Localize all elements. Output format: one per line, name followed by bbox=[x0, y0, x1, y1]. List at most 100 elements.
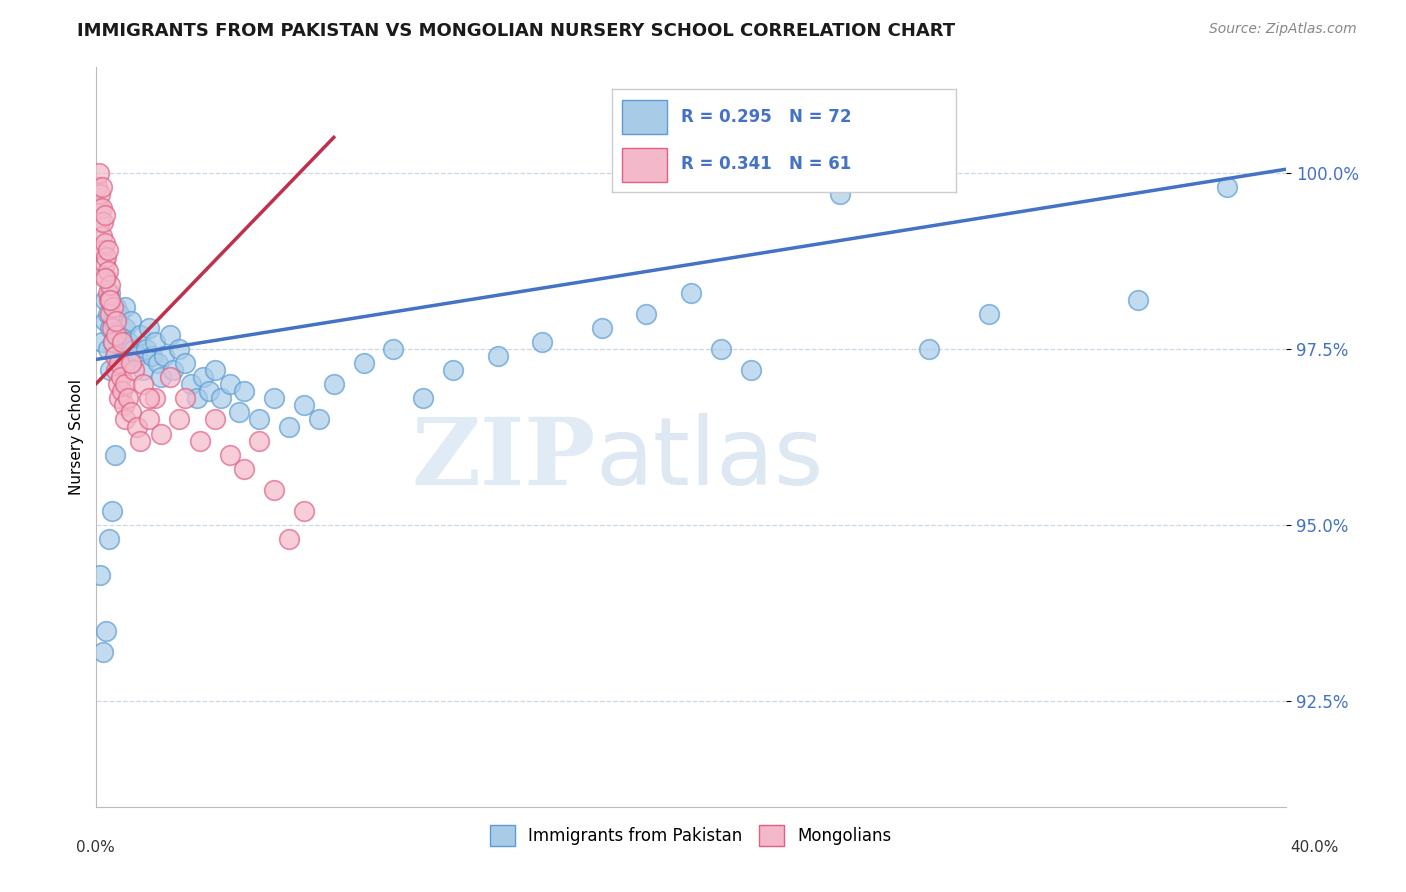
Point bbox=[129, 434, 152, 448]
Point bbox=[93, 257, 115, 271]
Point bbox=[143, 334, 166, 349]
Point bbox=[94, 250, 117, 264]
Point bbox=[100, 307, 122, 321]
Point bbox=[1126, 293, 1149, 307]
Legend: Immigrants from Pakistan, Mongolians: Immigrants from Pakistan, Mongolians bbox=[484, 819, 898, 852]
Text: R = 0.341   N = 61: R = 0.341 N = 61 bbox=[681, 154, 851, 172]
Point bbox=[107, 377, 129, 392]
Point bbox=[263, 392, 285, 406]
Point bbox=[91, 215, 114, 229]
Point bbox=[93, 271, 115, 285]
Point bbox=[132, 363, 155, 377]
Point bbox=[105, 327, 128, 342]
Point bbox=[100, 320, 122, 334]
Point bbox=[740, 363, 762, 377]
Point bbox=[114, 412, 136, 426]
Point bbox=[228, 405, 250, 419]
Point bbox=[111, 342, 134, 356]
Point bbox=[105, 363, 128, 377]
Point bbox=[191, 370, 214, 384]
Point bbox=[94, 271, 117, 285]
Point bbox=[233, 384, 256, 399]
Point bbox=[120, 405, 142, 419]
Point bbox=[150, 426, 173, 441]
Point bbox=[105, 349, 128, 363]
Y-axis label: Nursery School: Nursery School bbox=[69, 379, 84, 495]
Point bbox=[100, 278, 122, 293]
Text: IMMIGRANTS FROM PAKISTAN VS MONGOLIAN NURSERY SCHOOL CORRELATION CHART: IMMIGRANTS FROM PAKISTAN VS MONGOLIAN NU… bbox=[77, 22, 956, 40]
Point bbox=[108, 307, 131, 321]
Point bbox=[681, 285, 703, 300]
Point bbox=[1216, 179, 1239, 194]
Point bbox=[108, 392, 131, 406]
Point bbox=[108, 327, 131, 342]
Point bbox=[218, 448, 240, 462]
Point bbox=[87, 166, 110, 180]
Point bbox=[104, 349, 127, 363]
Point bbox=[127, 419, 149, 434]
Point bbox=[94, 624, 117, 638]
Point bbox=[124, 342, 146, 356]
Point bbox=[93, 314, 115, 328]
Text: Source: ZipAtlas.com: Source: ZipAtlas.com bbox=[1209, 22, 1357, 37]
Point bbox=[129, 327, 152, 342]
Point bbox=[120, 314, 142, 328]
Point bbox=[132, 377, 155, 392]
Point bbox=[918, 342, 941, 356]
Point bbox=[105, 300, 128, 314]
Point bbox=[162, 363, 184, 377]
Point bbox=[117, 392, 139, 406]
Point bbox=[110, 370, 132, 384]
Point bbox=[89, 567, 111, 582]
Point bbox=[353, 356, 375, 370]
Point bbox=[322, 377, 344, 392]
Point bbox=[93, 236, 115, 251]
Point bbox=[138, 412, 160, 426]
Point bbox=[382, 342, 405, 356]
Point bbox=[977, 307, 1000, 321]
Point bbox=[98, 533, 121, 547]
Point bbox=[101, 504, 124, 518]
Point bbox=[167, 342, 190, 356]
Point bbox=[114, 300, 136, 314]
Point bbox=[197, 384, 219, 399]
Point bbox=[146, 356, 169, 370]
Point bbox=[98, 293, 121, 307]
Point bbox=[124, 363, 146, 377]
Point bbox=[103, 334, 125, 349]
Point bbox=[828, 186, 851, 201]
Point bbox=[218, 377, 240, 392]
Point bbox=[127, 349, 149, 363]
Point bbox=[204, 412, 226, 426]
Point bbox=[138, 392, 160, 406]
Point bbox=[96, 285, 118, 300]
Point bbox=[91, 244, 114, 258]
Point bbox=[278, 419, 301, 434]
Point bbox=[89, 215, 111, 229]
Text: ZIP: ZIP bbox=[412, 414, 596, 504]
Point bbox=[531, 334, 554, 349]
Point bbox=[96, 244, 118, 258]
FancyBboxPatch shape bbox=[621, 148, 666, 181]
Point bbox=[174, 356, 197, 370]
Point bbox=[486, 349, 509, 363]
Point bbox=[204, 363, 226, 377]
Point bbox=[89, 186, 111, 201]
Point bbox=[117, 334, 139, 349]
Point bbox=[263, 483, 285, 497]
Point bbox=[111, 334, 134, 349]
Point bbox=[710, 342, 733, 356]
Point bbox=[96, 342, 118, 356]
Point bbox=[105, 314, 128, 328]
Point bbox=[87, 201, 110, 215]
Point bbox=[138, 320, 160, 334]
Point bbox=[292, 398, 315, 412]
Text: 0.0%: 0.0% bbox=[76, 840, 115, 855]
Point bbox=[441, 363, 464, 377]
Point bbox=[90, 229, 112, 244]
Point bbox=[150, 370, 173, 384]
Point bbox=[143, 392, 166, 406]
Point bbox=[114, 377, 136, 392]
Point bbox=[247, 434, 270, 448]
Point bbox=[103, 334, 125, 349]
